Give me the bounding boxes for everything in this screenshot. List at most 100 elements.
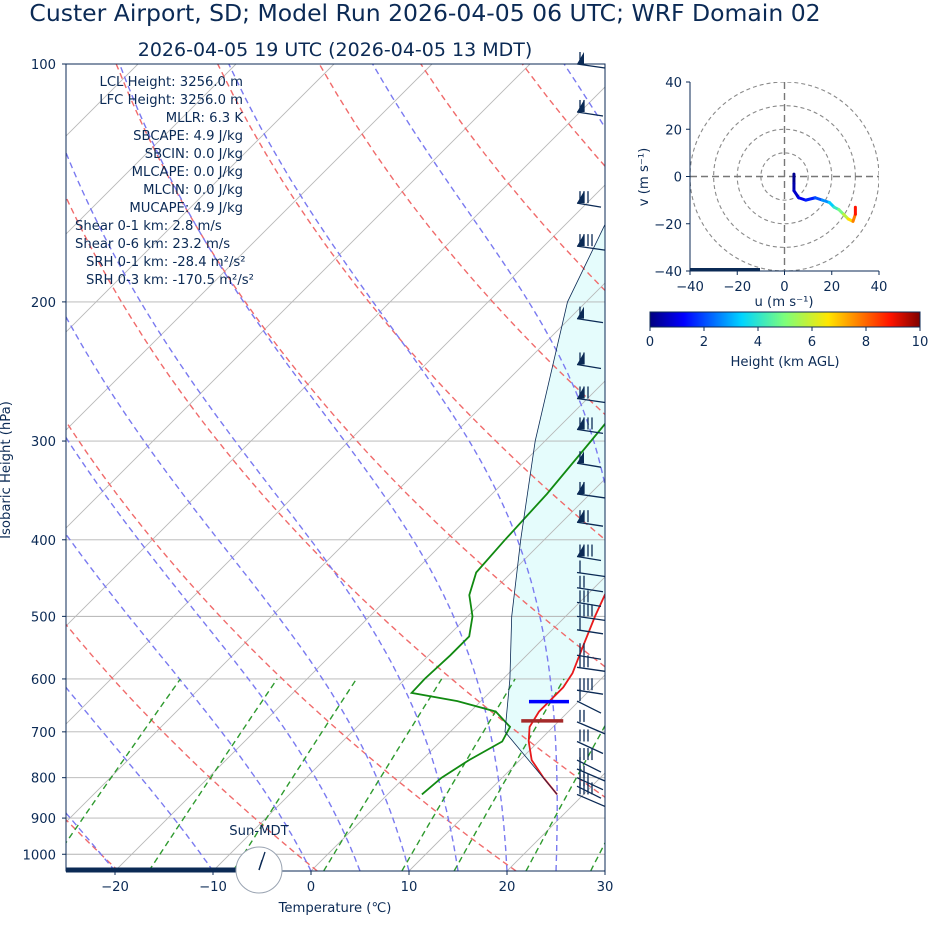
dry-adiabat [725,64,928,871]
mixing-ratio-line [590,841,605,871]
barb-pennant [577,451,584,464]
barb-staff [576,793,606,808]
hodograph-segment [804,196,817,202]
barb-staff [576,615,606,622]
wind-barb [576,617,604,635]
barb-pennant [577,386,584,399]
barb-staff [576,397,606,404]
barb-staff [576,363,602,370]
x-tick-label: 30 [597,880,614,895]
y-tick-label: 800 [31,772,56,787]
barb-staff [576,462,602,468]
stat-line: MLLR: 6.3 K [166,111,244,126]
colorbar-tick-label: 2 [700,335,708,350]
y-tick-label: 500 [31,610,56,625]
colorbar-ticks: 0 2 4 6 8 10 [646,327,928,350]
hodo-y-tick-label: 0 [674,171,682,186]
skewt-axes-frame [65,63,606,872]
wind-barb [576,306,604,324]
isotherm-line [66,64,335,333]
moist-adiabat [228,64,558,871]
barb-staff [576,202,602,208]
hodo-x-tick-label: −20 [723,280,751,295]
stat-line: Shear 0-6 km: 23.2 m/s [75,237,230,252]
y-tick-label: 200 [31,296,56,311]
x-tick-label: −10 [199,880,227,895]
barb-staff [576,587,604,593]
stat-line: LFC Height: 3256.0 m [99,93,243,108]
sun-clock-label: Sun-MDT [229,824,289,839]
barb-staff [576,317,604,324]
wind-barb [576,481,606,499]
mixing-ratio-line [66,678,181,844]
hodo-y-tick-label: −20 [654,218,682,233]
hodograph-rings [690,82,879,271]
isotherm-line [66,64,237,235]
dry-adiabat [624,64,928,871]
colorbar-tick-label: 10 [912,335,928,350]
stat-line: LCL Height: 3256.0 m [99,75,243,90]
x-tick-label: 10 [401,880,418,895]
skewt-ylabel: Isobaric Height (hPa) [0,401,14,539]
barb-pennant [577,52,584,64]
wind-barb [576,604,606,622]
colorbar-tick-label: 6 [808,335,816,350]
hodo-x-tick-label: 0 [780,280,788,295]
y-tick-label: 900 [31,812,56,827]
colorbar-label: Height (km AGL) [730,355,839,370]
wind-barb [576,417,604,435]
isotherm-line [66,64,531,529]
wind-barb [576,352,602,370]
stat-line: SRH 0-1 km: -28.4 m²/s² [86,255,246,270]
hodo-x-tick-label: −40 [676,280,704,295]
barb-staff [576,768,606,782]
skewt-ticks: −20 −10 0 10 20 30 1000 900 800 700 600 500 400 300 20… [22,58,613,895]
hodo-y-tick-label: 40 [665,76,682,91]
wind-barb [576,52,606,69]
hodograph-ticks: −40−40 −20 −20 0 0 20 20 40 40 [654,76,887,295]
isotherm-line [66,184,605,725]
dry-adiabat [115,64,605,668]
skewt-panel: −20 −10 0 10 20 30100090080070060050040030020… [0,52,928,916]
isotherm-line [604,870,605,871]
barb-pennant [577,417,584,430]
stat-line: SRH 0-3 km: -170.5 m²/s² [86,273,254,288]
dry-adiabat [318,64,605,416]
barb-staff [576,740,604,755]
colorbar-tick-label: 8 [862,335,870,350]
barb-staff [576,629,604,635]
wind-barb [576,655,606,672]
wind-barb [576,689,602,714]
colorbar-tick-label: 0 [646,335,654,350]
wind-barb [576,234,606,251]
barb-staff [576,111,604,117]
wind-barb [576,575,604,593]
mixing-ratio-line [148,678,278,871]
dewpoint-line [409,422,605,796]
barb-pennant [577,544,584,557]
hodograph-trace [792,172,857,223]
y-tick-label: 1000 [22,848,56,863]
barb-pennant [577,99,584,112]
mixing-ratio-line [401,678,516,871]
barb-staff [576,428,604,435]
barb-staff [576,63,606,69]
barb-staff [576,555,602,562]
isotherm-line [66,64,433,431]
mixing-ratio-line [638,679,736,871]
moist-adiabat [66,150,459,871]
dry-adiabat [66,195,605,799]
hodograph-ylabel: v (m s⁻¹) [637,148,652,206]
cape-shading-layer [505,224,605,795]
moist-adiabats [66,64,605,871]
wind-barb [576,590,602,607]
figure-title: Custer Airport, SD; Model Run 2026-04-05… [29,0,820,27]
barb-staff [576,571,606,578]
dry-adiabats [66,64,928,871]
x-tick-label: 0 [307,880,315,895]
isotherm-line [408,674,605,871]
stat-line: Shear 0-1 km: 2.8 m/s [75,219,222,234]
barb-staff [576,601,602,607]
isotherm-line [114,380,605,871]
